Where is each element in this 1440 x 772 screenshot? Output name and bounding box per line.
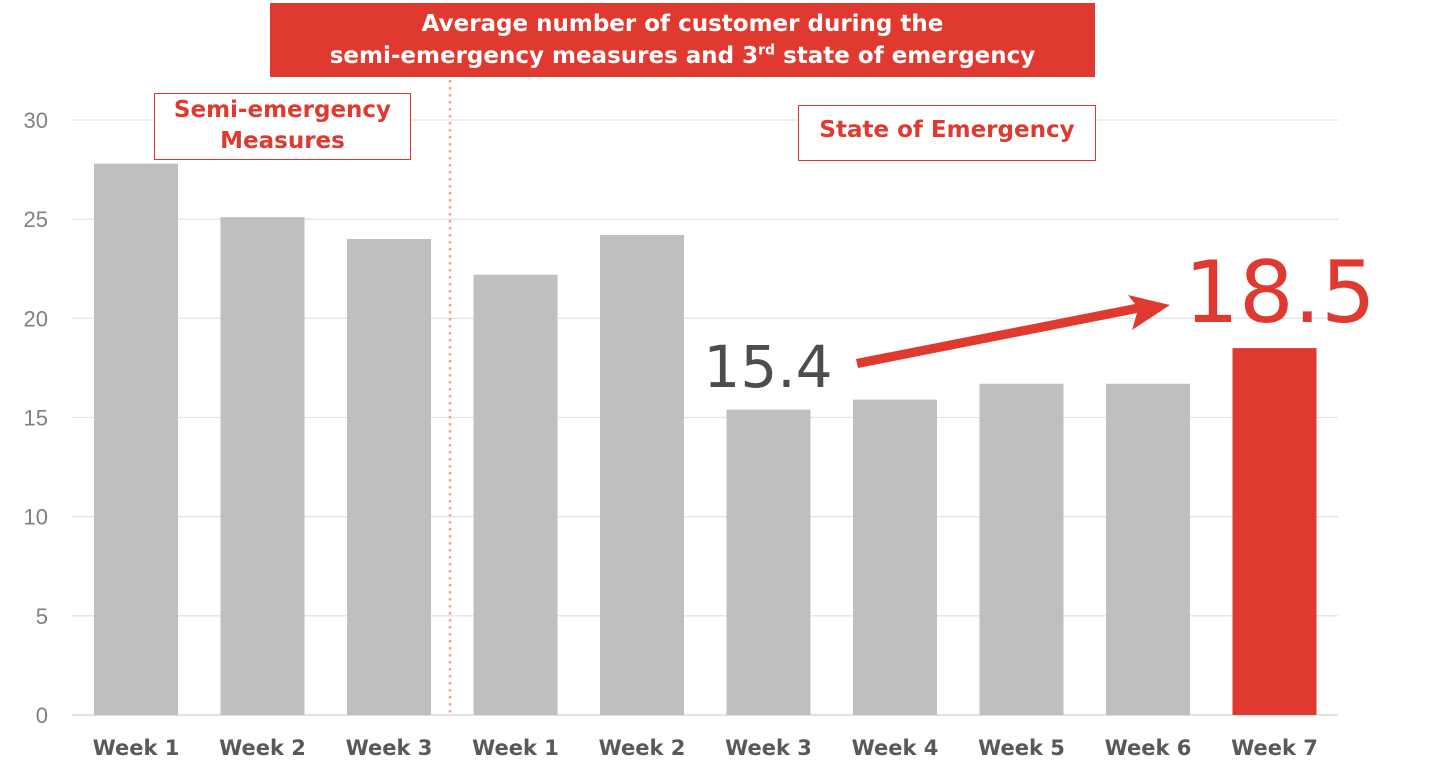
y-axis-ticks: 0 5 10 15 20 25 30 — [24, 108, 48, 728]
chart-title-line2-pre: semi-emergency measures and 3 — [329, 43, 759, 69]
y-tick-label: 0 — [36, 703, 48, 728]
bar — [473, 274, 558, 715]
callout-low-value: 15.4 — [703, 333, 832, 401]
x-category-label: Week 7 — [1231, 736, 1318, 760]
semi-emergency-label: Semi-emergency Measures — [154, 93, 411, 160]
bar — [853, 399, 937, 715]
trend-arrow — [856, 295, 1170, 368]
semi-emergency-label-line2: Measures — [220, 128, 345, 154]
x-category-label: Week 1 — [472, 736, 559, 760]
bar — [1232, 348, 1317, 715]
chart-title-line2-post: state of emergency — [775, 43, 1036, 69]
x-category-label: Week 4 — [852, 736, 939, 760]
x-category-label: Week 6 — [1105, 736, 1192, 760]
bar — [979, 383, 1064, 715]
y-tick-label: 25 — [24, 207, 48, 232]
bar — [600, 235, 684, 716]
x-category-label: Week 3 — [725, 736, 812, 760]
x-category-label: Week 2 — [599, 736, 686, 760]
x-category-label: Week 5 — [978, 736, 1065, 760]
y-tick-label: 10 — [24, 505, 48, 530]
x-axis-categories: Week 1 Week 2 Week 3 Week 1 Week 2 Week 3 Week… — [93, 736, 1318, 760]
y-tick-label: 20 — [24, 306, 48, 331]
bar — [220, 217, 305, 715]
y-tick-label: 5 — [36, 604, 48, 629]
chart-title: Average number of customer during the se… — [270, 3, 1095, 77]
x-category-label: Week 1 — [93, 736, 180, 760]
semi-emergency-label-line1: Semi-emergency — [173, 97, 392, 123]
x-category-label: Week 2 — [219, 736, 306, 760]
chart-title-superscript: rd — [758, 42, 776, 59]
bar — [726, 409, 811, 715]
callout-high-value: 18.5 — [1184, 243, 1375, 343]
chart-title-line1: Average number of customer during the — [421, 11, 944, 37]
bar — [94, 163, 178, 716]
chart-title-line2: semi-emergency measures and 3rd state of… — [270, 40, 1095, 72]
y-tick-label: 30 — [24, 108, 48, 133]
bar — [347, 239, 431, 715]
y-tick-label: 15 — [24, 406, 48, 431]
state-of-emergency-label: State of Emergency — [798, 105, 1096, 161]
bar — [1106, 383, 1190, 715]
x-category-label: Week 3 — [346, 736, 433, 760]
bars — [94, 163, 1317, 716]
